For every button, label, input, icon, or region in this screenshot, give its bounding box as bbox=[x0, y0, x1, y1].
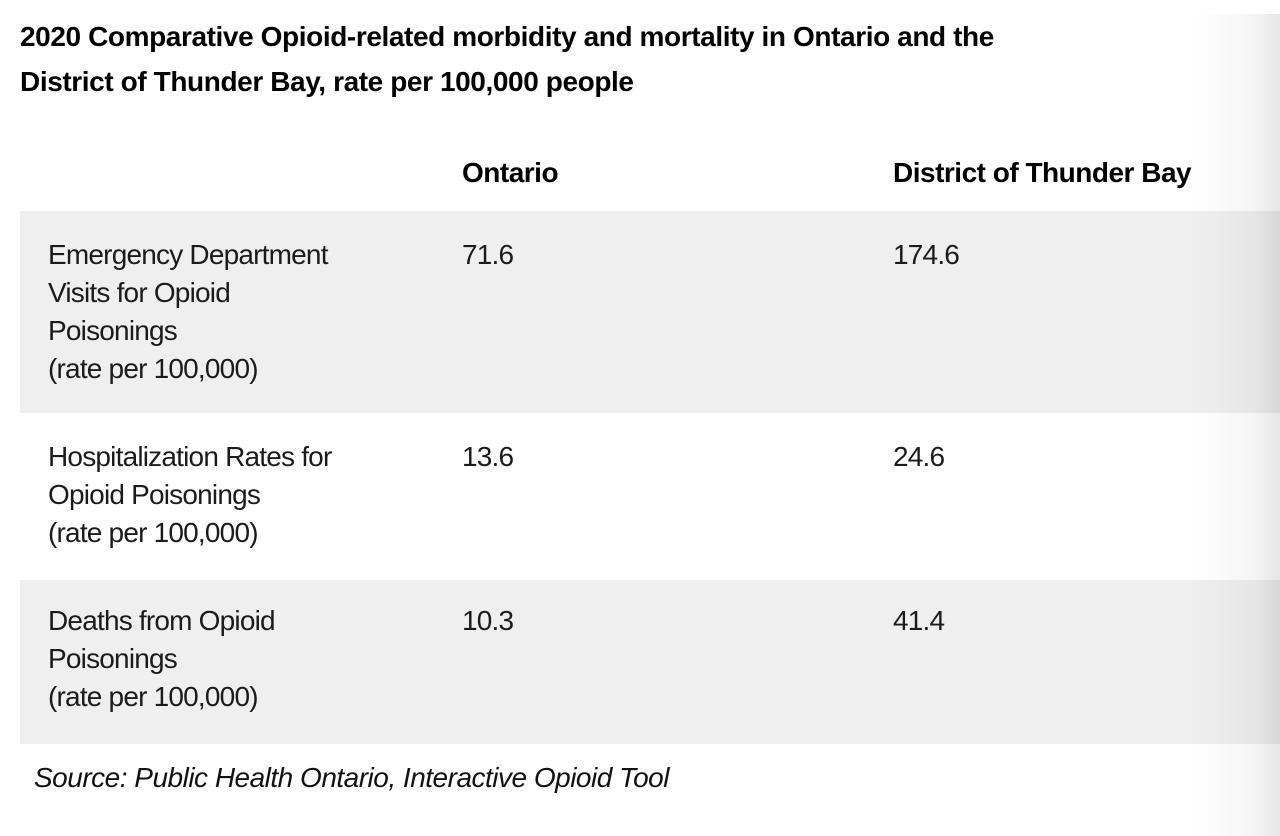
data-table: Emergency Department Visits for Opioid P… bbox=[0, 211, 1280, 744]
ontario-value: 13.6 bbox=[462, 441, 514, 472]
table-row: Hospitalization Rates for Opioid Poisoni… bbox=[20, 413, 1280, 580]
table-header-row: Ontario District of Thunder Bay bbox=[0, 157, 1280, 189]
table-row: Emergency Department Visits for Opioid P… bbox=[20, 211, 1280, 413]
source-attribution: Source: Public Health Ontario, Interacti… bbox=[34, 762, 669, 793]
ontario-value: 71.6 bbox=[462, 239, 514, 270]
column-header-ontario: Ontario bbox=[462, 157, 559, 188]
header-spacer-cell bbox=[0, 157, 462, 189]
thunder-bay-value: 174.6 bbox=[893, 239, 960, 270]
row-label: Hospitalization Rates for Opioid Poisoni… bbox=[48, 441, 332, 548]
column-header-thunder-bay: District of Thunder Bay bbox=[893, 157, 1192, 188]
thunder-bay-value: 24.6 bbox=[893, 441, 945, 472]
thunder-bay-value: 41.4 bbox=[893, 605, 945, 636]
page-title: 2020 Comparative Opioid-related morbidit… bbox=[20, 21, 994, 97]
row-label: Emergency Department Visits for Opioid P… bbox=[48, 239, 328, 384]
table-row: Deaths from Opioid Poisonings (rate per … bbox=[20, 580, 1280, 744]
row-label: Deaths from Opioid Poisonings (rate per … bbox=[48, 605, 276, 712]
ontario-value: 10.3 bbox=[462, 605, 514, 636]
